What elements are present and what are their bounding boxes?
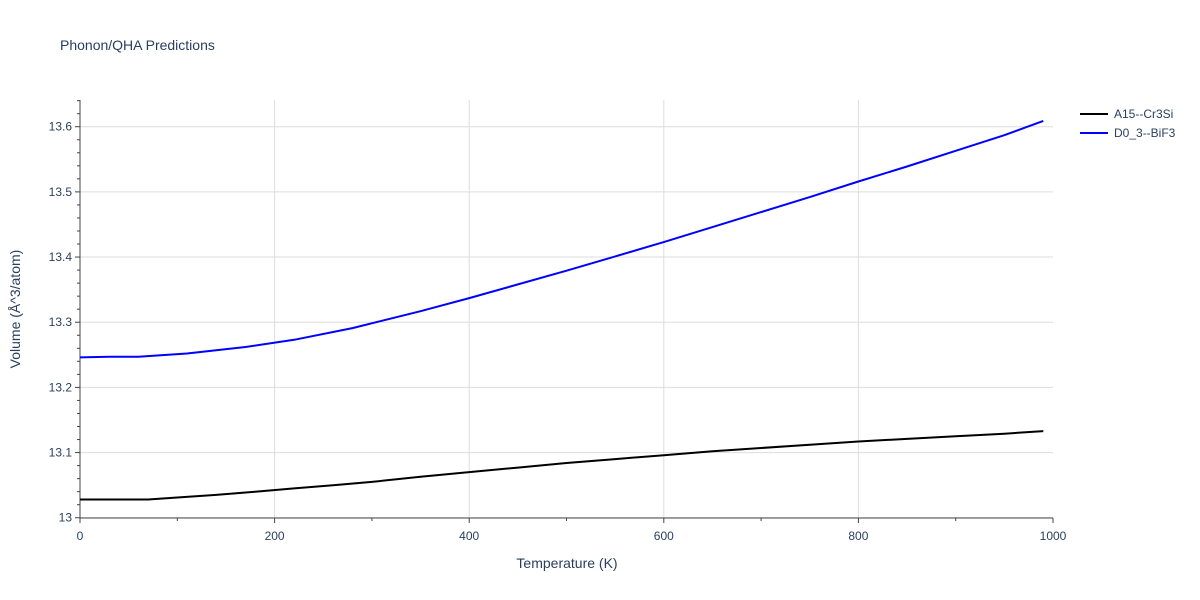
y-tick-label: 13: [59, 511, 73, 525]
y-tick-label: 13.1: [49, 446, 73, 460]
chart-title: Phonon/QHA Predictions: [60, 37, 215, 53]
y-tick-label: 13.3: [49, 315, 73, 329]
axes: 0 200 400 600 800 1000 13 13.1 13.2 13.3 13.4 13.5 1…: [49, 100, 1067, 543]
x-tick-label: 0: [77, 529, 84, 543]
x-axis-title: Temperature (K): [516, 555, 617, 571]
y-tick-label: 13.5: [49, 185, 73, 199]
series-line-d0-3-bif3: [79, 119, 1044, 359]
x-tick-label: 600: [654, 529, 674, 543]
legend-item-1[interactable]: D0_3--BiF3: [1080, 126, 1176, 140]
plot-area: [79, 119, 1044, 501]
legend-item-0[interactable]: A15--Cr3Si: [1080, 107, 1173, 121]
grid: [80, 100, 1053, 519]
y-tick-label: 13.4: [49, 250, 73, 264]
x-tick-label: 1000: [1040, 529, 1067, 543]
x-tick-label: 400: [459, 529, 479, 543]
x-tick-label: 200: [265, 529, 285, 543]
y-tick-label: 13.6: [49, 120, 73, 134]
y-tick-label: 13.2: [49, 380, 73, 394]
y-axis-title: Volume (Å^3/atom): [7, 250, 23, 369]
legend-label: A15--Cr3Si: [1114, 107, 1173, 121]
series-line-a15-cr3si: [80, 430, 1044, 501]
legend-label: D0_3--BiF3: [1114, 126, 1176, 140]
legend: A15--Cr3Si D0_3--BiF3: [1080, 107, 1176, 140]
x-tick-label: 800: [848, 529, 868, 543]
